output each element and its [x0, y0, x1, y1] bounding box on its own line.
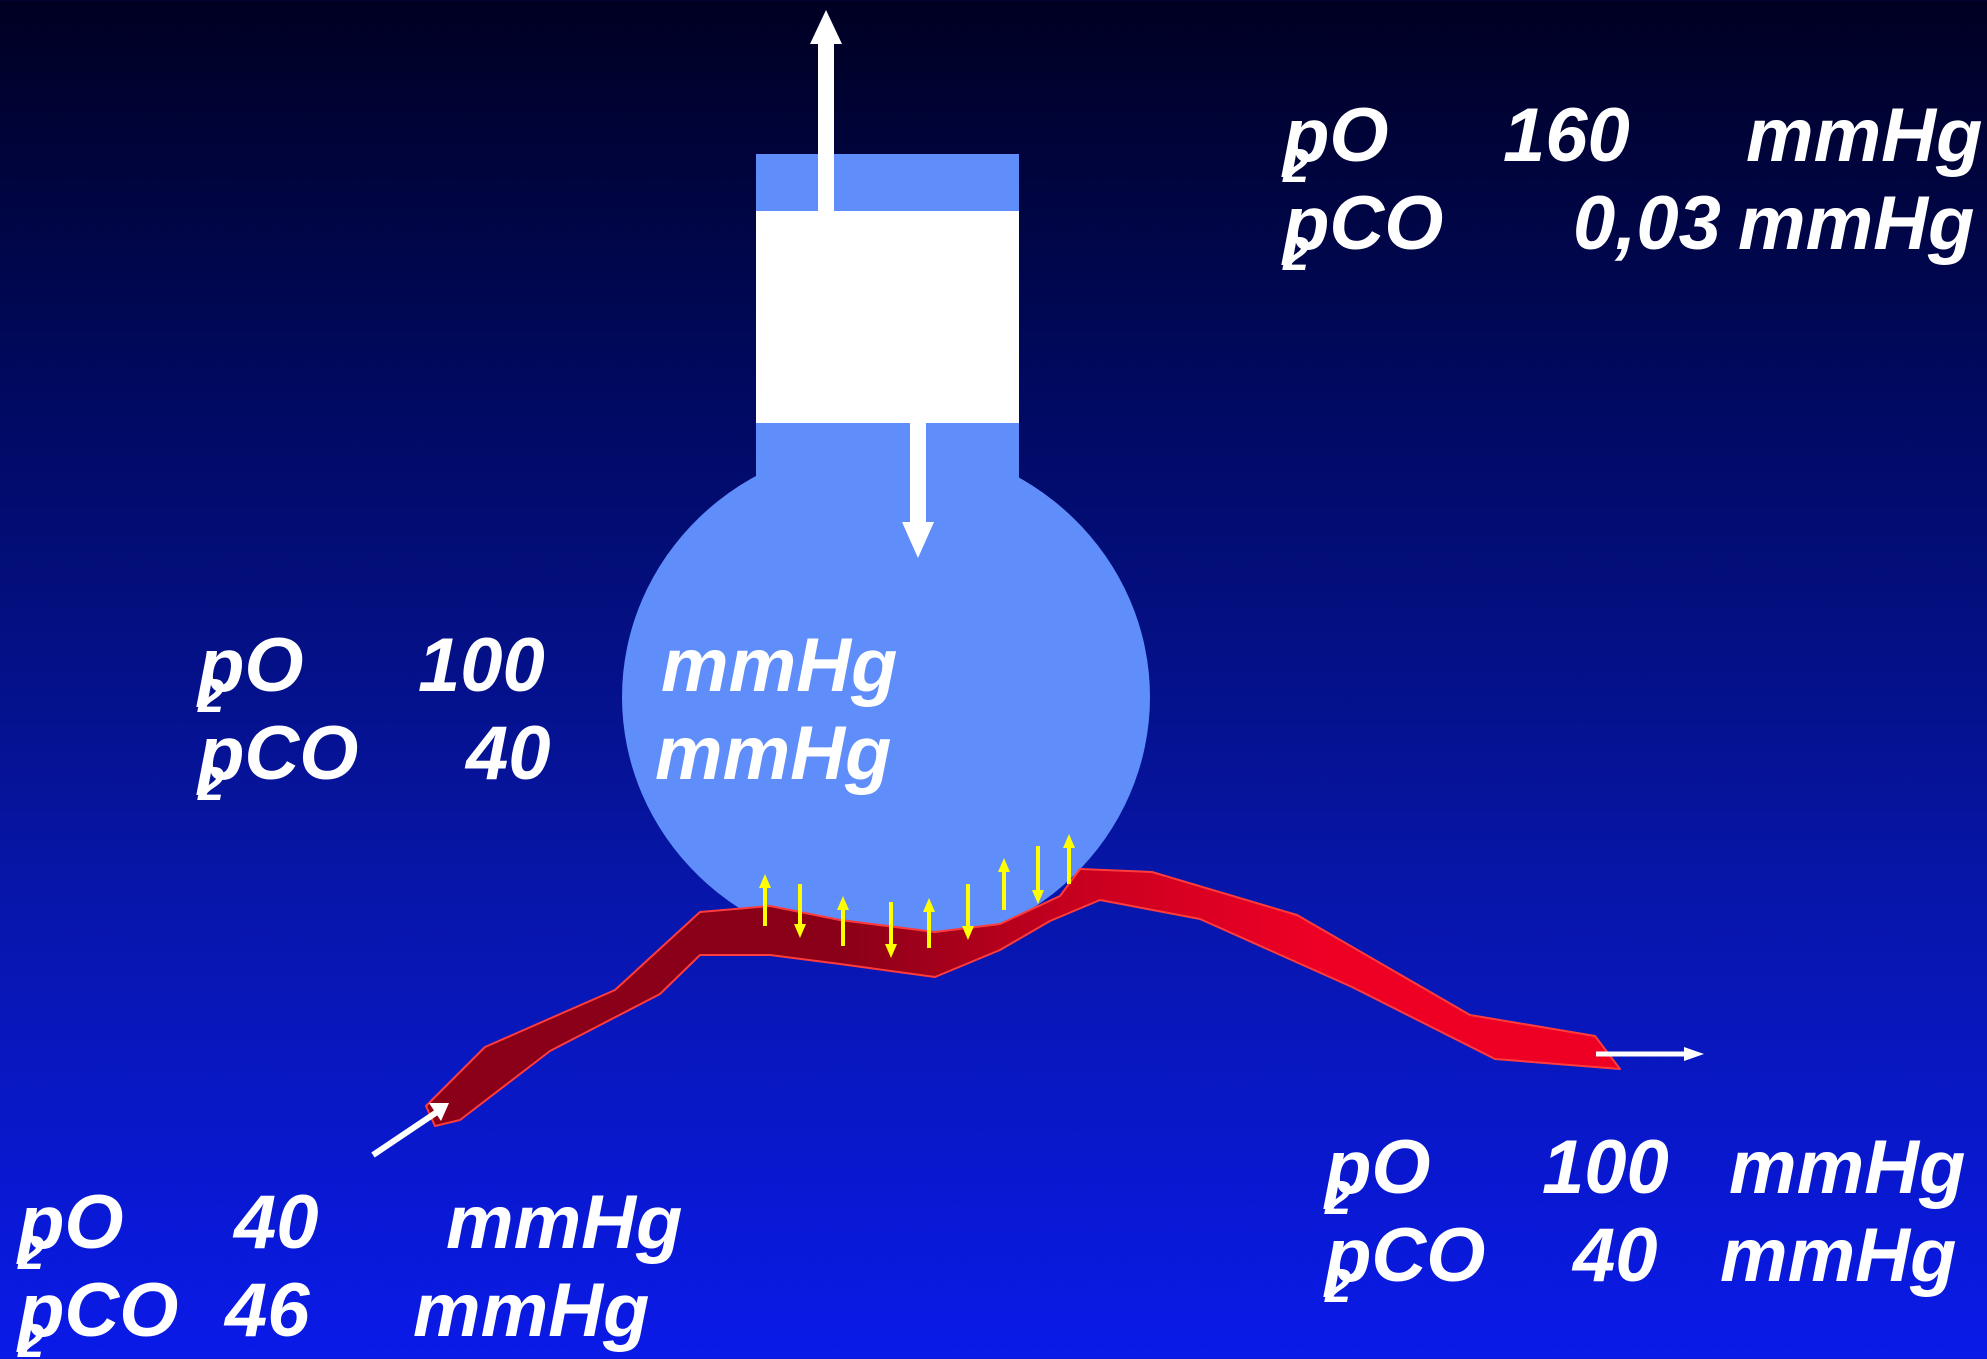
co2-diffusion-arrow	[962, 884, 974, 940]
alveolar-po2-row: pO 2 100 mmHg	[198, 623, 918, 723]
venous-po2-label: pO 2	[18, 1180, 124, 1280]
venous-po2-unit: mmHg	[446, 1180, 683, 1265]
plunger	[756, 211, 1019, 423]
arterial-pco2-unit: mmHg	[1720, 1213, 1957, 1298]
arterial-pco2-label: pCO 2	[1325, 1213, 1486, 1313]
venous-po2-value: 40	[234, 1180, 319, 1265]
gas-exchange-arrows	[759, 834, 1075, 958]
ambient-pco2-value: 0,03	[1573, 181, 1721, 266]
arterial-pco2-row: pCO 2 40 mmHg	[1325, 1213, 1975, 1313]
o2-diffusion-arrow	[923, 898, 935, 948]
alveolar-pco2-label: pCO 2	[198, 711, 359, 811]
o2-diffusion-arrow	[998, 858, 1010, 910]
venous-pco2-row: pCO 2 46 mmHg	[18, 1268, 718, 1359]
o2-diffusion-arrow	[837, 896, 849, 946]
alveolar-pco2-value: 40	[466, 711, 551, 796]
co2-diffusion-arrow	[885, 902, 897, 958]
arterial-po2-label: pO 2	[1325, 1125, 1431, 1225]
flow-arrows	[371, 10, 1704, 1158]
ambient-pco2-label: pCO 2	[1283, 181, 1444, 281]
air-in-arrow	[902, 423, 934, 558]
venous-pco2-value: 46	[225, 1268, 310, 1353]
arterial-po2-row: pO 2 100 mmHg	[1325, 1125, 1975, 1225]
ambient-po2-value: 160	[1503, 93, 1630, 178]
alveolar-po2-value: 100	[418, 623, 545, 708]
ambient-po2-row: pO 2 160 mmHg	[1283, 93, 1982, 193]
capillary-vessel	[425, 868, 1621, 1127]
arterial-po2-unit: mmHg	[1729, 1125, 1966, 1210]
o2-diffusion-arrow	[1063, 834, 1075, 884]
o2-diffusion-arrow	[759, 874, 771, 926]
alveolar-pco2-row: pCO 2 40 mmHg	[198, 711, 918, 811]
co2-diffusion-arrow	[794, 884, 806, 938]
venous-inflow-values: pO 2 40 mmHg pCO 2 46 mmHg	[18, 1180, 718, 1359]
arterial-pco2-value: 40	[1573, 1213, 1658, 1298]
alveolar-po2-unit: mmHg	[661, 623, 898, 708]
co2-diffusion-arrow	[1032, 846, 1044, 904]
alveolus-bulb	[622, 443, 1150, 951]
arterial-po2-value: 100	[1542, 1125, 1669, 1210]
venous-po2-row: pO 2 40 mmHg	[18, 1180, 718, 1280]
venous-pco2-unit: mmHg	[413, 1268, 650, 1353]
blood-inflow-arrow	[371, 1103, 449, 1158]
venous-pco2-label: pCO 2	[18, 1268, 179, 1359]
ambient-po2-unit: mmHg	[1746, 93, 1983, 178]
ambient-pco2-row: pCO 2 0,03 mmHg	[1283, 181, 1975, 281]
ambient-pco2-unit: mmHg	[1738, 181, 1975, 266]
blood-outflow-arrow	[1596, 1047, 1704, 1061]
alveolar-po2-label: pO 2	[198, 623, 304, 723]
arterial-outflow-values: pO 2 100 mmHg pCO 2 40 mmHg	[1325, 1125, 1975, 1313]
ambient-po2-label: pO 2	[1283, 93, 1389, 193]
alveolar-values: pO 2 100 mmHg pCO 2 40 mmHg	[198, 623, 918, 811]
air-out-arrow	[810, 10, 842, 211]
alveolar-pco2-unit: mmHg	[655, 711, 892, 796]
ambient-air-values: pO 2 160 mmHg pCO 2 0,03 mmHg	[1283, 93, 1982, 281]
